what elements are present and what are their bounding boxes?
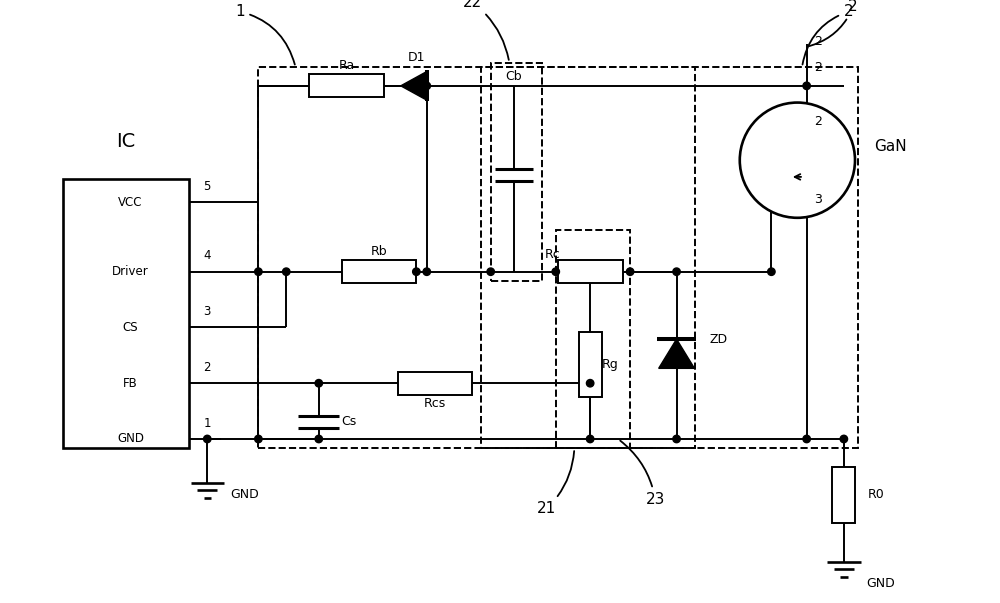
Circle shape — [487, 268, 494, 276]
Text: CS: CS — [123, 321, 138, 334]
Bar — [556, 230, 630, 448]
Circle shape — [423, 268, 430, 276]
Text: 2: 2 — [814, 35, 822, 48]
Circle shape — [586, 435, 594, 443]
Text: Driver: Driver — [112, 265, 149, 278]
Text: GaN: GaN — [874, 139, 907, 154]
Polygon shape — [659, 339, 694, 368]
Circle shape — [673, 435, 680, 443]
Text: Cb: Cb — [506, 70, 522, 83]
Circle shape — [803, 435, 810, 443]
Text: D1: D1 — [408, 51, 425, 65]
Text: Rc: Rc — [545, 248, 561, 262]
Bar — [481, 68, 858, 448]
Bar — [258, 68, 695, 448]
Circle shape — [586, 379, 594, 387]
Text: 3: 3 — [204, 305, 211, 318]
Circle shape — [423, 82, 430, 90]
Text: 2: 2 — [809, 0, 858, 46]
Bar — [63, 178, 189, 448]
Text: 5: 5 — [204, 180, 211, 193]
Circle shape — [255, 435, 262, 443]
Circle shape — [740, 103, 855, 218]
Circle shape — [413, 268, 420, 276]
Text: VCC: VCC — [118, 195, 143, 209]
Circle shape — [768, 268, 775, 276]
Text: 23: 23 — [620, 441, 665, 507]
Bar — [309, 74, 384, 98]
Text: 2: 2 — [802, 4, 853, 65]
Circle shape — [315, 435, 322, 443]
Text: GND: GND — [117, 432, 144, 446]
Text: 1: 1 — [204, 417, 211, 430]
Text: R0: R0 — [868, 488, 885, 501]
Bar — [398, 371, 472, 395]
Text: IC: IC — [116, 132, 136, 151]
Text: GND: GND — [230, 488, 259, 501]
Circle shape — [803, 82, 810, 90]
Circle shape — [204, 435, 211, 443]
Text: 21: 21 — [537, 451, 574, 516]
Text: 2: 2 — [814, 61, 822, 74]
Text: Rcs: Rcs — [424, 397, 446, 410]
Polygon shape — [401, 72, 427, 100]
Circle shape — [283, 268, 290, 276]
Bar — [491, 63, 542, 281]
Bar — [579, 332, 602, 397]
Text: Ra: Ra — [339, 59, 355, 72]
Text: ZD: ZD — [709, 333, 727, 346]
Bar — [832, 467, 855, 523]
Text: 2: 2 — [204, 361, 211, 374]
Text: GND: GND — [867, 576, 895, 590]
Text: Rb: Rb — [371, 245, 388, 257]
Circle shape — [840, 435, 848, 443]
Text: 1: 1 — [235, 4, 295, 65]
Text: Rg: Rg — [602, 358, 619, 371]
Text: 2: 2 — [814, 115, 822, 128]
Bar — [342, 260, 416, 283]
Text: FB: FB — [123, 377, 138, 390]
Text: 22: 22 — [462, 0, 509, 60]
Circle shape — [552, 268, 559, 276]
Circle shape — [315, 379, 322, 387]
Circle shape — [255, 268, 262, 276]
Circle shape — [673, 268, 680, 276]
Text: Cs: Cs — [341, 415, 356, 428]
Circle shape — [626, 268, 634, 276]
Bar — [558, 260, 623, 283]
Text: 4: 4 — [204, 250, 211, 262]
Text: 3: 3 — [814, 193, 822, 206]
